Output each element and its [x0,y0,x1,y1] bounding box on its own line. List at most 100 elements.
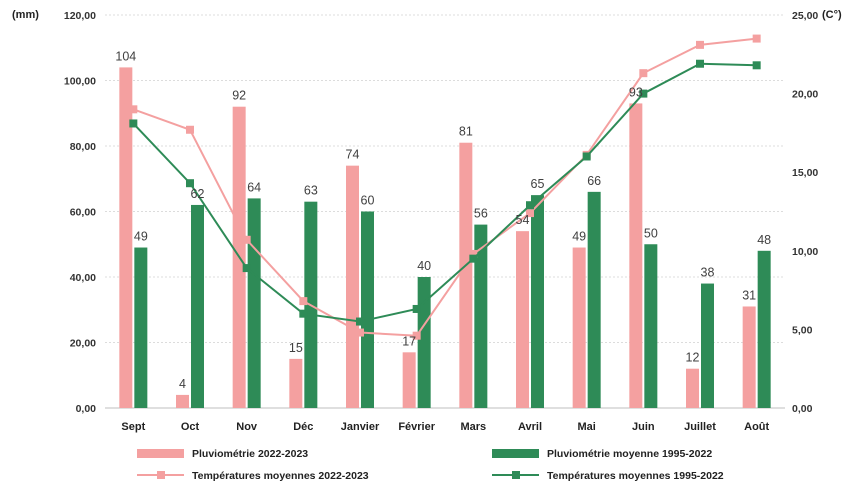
bar-data-label: 81 [459,125,473,139]
bar [587,191,601,408]
bar-data-label: 104 [115,49,136,63]
right-axis-tick-label: 15,00 [792,167,818,179]
line-point [582,152,591,161]
line-point [242,264,251,273]
right-axis-tick-label: 25,00 [792,10,818,22]
bar-data-label: 49 [134,230,148,244]
right-axis-tick-label: 20,00 [792,89,818,101]
bar [361,211,374,408]
line-point [129,105,138,114]
legend-label-temp-2022-2023: Températures moyennes 2022-2023 [192,470,369,482]
line-point [356,317,364,326]
legend-label-pluvio-2022-2023: Pluviométrie 2022-2023 [192,448,308,460]
legend-marker-temp-1995-2022 [512,471,520,479]
line-point [752,34,761,43]
left-axis-tick-label: 40,00 [70,272,96,284]
left-axis-tick-label: 20,00 [70,338,96,350]
bar [134,247,148,408]
bar-data-label: 54 [516,213,530,227]
lines [129,34,761,340]
line-point [526,209,534,218]
bar [459,142,473,408]
left-axis-tick-label: 80,00 [70,141,96,153]
bar [289,358,303,408]
x-axis-tick-label: Mars [460,421,486,433]
line-point [752,61,761,70]
series-line [132,37,757,337]
bar-data-label: 4 [179,377,186,391]
x-axis-tick-label: Juin [632,421,655,433]
bar-data-label: 92 [232,89,246,103]
line-point [186,179,194,188]
bar-data-label: 50 [644,226,658,240]
bar-data-label: 66 [587,174,601,188]
line-point [469,254,478,263]
bar [402,352,416,408]
legend-label-temp-1995-2022: Températures moyennes 1995-2022 [547,470,724,482]
series-line [132,62,757,323]
bar [176,394,189,408]
line-point [412,304,421,313]
bars [119,67,771,409]
left-axis-tick-label: 0,00 [76,403,97,415]
bar [644,244,658,408]
bar-data-label: 63 [304,184,318,198]
left-axis-unit: (mm) [12,9,39,21]
x-axis-tick-label: Sept [121,421,145,433]
bar [686,368,699,408]
x-axis-tick-label: Juillet [684,421,716,433]
line-point [412,331,421,340]
legend: Pluviométrie 2022-2023 Pluviométrie moye… [137,448,724,482]
line-point [356,328,364,337]
x-axis-tick-label: Nov [236,421,258,433]
bar-data-label: 17 [402,334,416,348]
bar-data-label: 56 [474,207,488,221]
line-point [242,235,251,244]
x-axis-tick-label: Janvier [341,421,380,433]
bar [119,67,133,409]
bar-data-label: 64 [247,180,261,194]
bar [191,204,204,408]
bar [701,283,714,408]
line-point [129,119,138,128]
bar-data-label: 74 [346,148,360,162]
x-axis-tick-label: Déc [293,421,313,433]
left-axis-tick-label: 60,00 [70,207,96,219]
right-axis-tick-label: 0,00 [792,403,813,415]
bar [572,247,586,408]
line-point [299,309,308,318]
line-point [526,201,534,210]
legend-marker-temp-2022-2023 [157,471,165,479]
bar-data-label: 31 [742,288,756,302]
legend-swatch-pluvio-1995-2022 [492,449,539,458]
bar-data-label: 93 [629,85,643,99]
bar-data-label: 15 [289,341,303,355]
bar [757,250,771,408]
line-point [299,297,308,306]
right-axis-tick-label: 5,00 [792,324,813,336]
line-point [696,59,704,68]
bar [742,306,756,408]
legend-label-pluvio-1995-2022: Pluviométrie moyenne 1995-2022 [547,448,712,460]
grid [105,14,785,409]
bar-data-label: 12 [686,351,700,365]
bar [531,195,544,408]
line-point [639,89,648,98]
right-axis-tick-label: 10,00 [792,246,818,258]
bar-data-label: 38 [701,266,715,280]
x-axis-tick-label: Oct [181,421,200,433]
bar-data-label: 62 [191,187,205,201]
line-point [186,125,194,134]
data-labels: 104 4 92 15 74 17 81 54 49 93 12 31 49 62 64 63 60 40 56 65… [115,49,771,391]
bar [516,231,529,408]
bar [629,103,643,409]
left-axis-tick-label: 120,00 [64,10,96,22]
x-axis-tick-label: Mai [577,421,595,433]
x-axis-tick-label: Février [398,421,435,433]
line-point [469,249,478,258]
left-axis-tick-label: 100,00 [64,76,96,88]
bar-data-label: 65 [531,177,545,191]
bar-data-label: 49 [572,230,586,244]
bar-data-label: 60 [361,194,375,208]
x-axis-tick-label: Août [744,421,769,433]
